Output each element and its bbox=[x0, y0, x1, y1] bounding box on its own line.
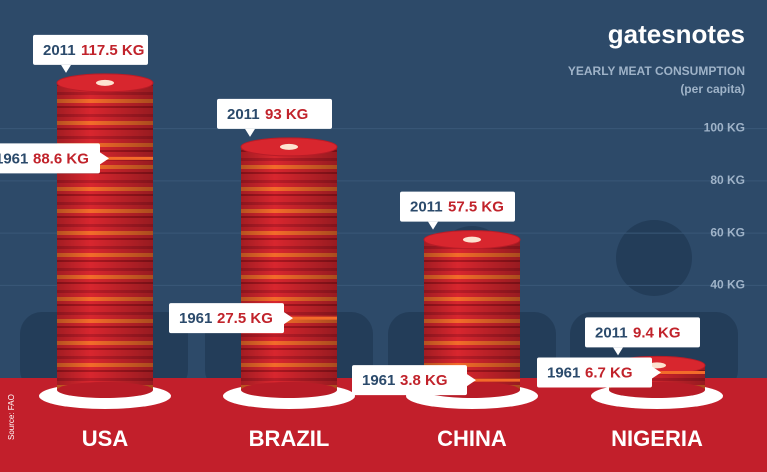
value-label: 27.5 KG bbox=[217, 310, 273, 327]
callout-pointer bbox=[467, 374, 476, 387]
callout-pointer bbox=[100, 152, 109, 165]
x-tick-label: USA bbox=[82, 426, 129, 451]
callout: 2011 57.5 KG bbox=[400, 191, 515, 230]
chart-title: YEARLY MEAT CONSUMPTION bbox=[568, 64, 745, 78]
legend-label: 1961 bbox=[179, 310, 212, 327]
legend-label: 1961 bbox=[0, 150, 28, 167]
callout-box bbox=[585, 317, 700, 348]
bar-shade bbox=[424, 239, 520, 390]
bar-top-fat bbox=[96, 79, 114, 86]
callout-box bbox=[33, 34, 148, 65]
value-label: 6.7 KG bbox=[585, 364, 633, 381]
callout-box bbox=[169, 303, 284, 334]
source: Source: FAO bbox=[7, 394, 16, 440]
bar-bottom bbox=[241, 382, 337, 398]
value-label: 117.5 KG bbox=[81, 42, 144, 59]
x-tick-label: CHINA bbox=[437, 426, 507, 451]
legend-label: 2011 bbox=[410, 199, 443, 216]
plot: USA 2011 117.5 KG 1961 88.6 KG BRAZIL 2011 93 K… bbox=[0, 34, 723, 451]
callout: 2011 93 KG bbox=[217, 98, 332, 137]
callout-box bbox=[0, 143, 100, 174]
callout-pointer bbox=[284, 312, 293, 325]
callout: 2011 9.4 KG bbox=[585, 317, 700, 356]
y-tick-label: 60 KG bbox=[710, 225, 745, 239]
bar-bottom bbox=[57, 382, 153, 398]
legend-label: 1961 bbox=[362, 372, 395, 389]
callout-pointer bbox=[245, 128, 255, 137]
value-label: 88.6 KG bbox=[33, 150, 89, 167]
x-tick-label: NIGERIA bbox=[611, 426, 703, 451]
callout: 1961 3.8 KG bbox=[352, 365, 476, 396]
value-label: 3.8 KG bbox=[400, 372, 448, 389]
value-label: 9.4 KG bbox=[633, 324, 681, 341]
bar-shade bbox=[57, 82, 153, 391]
callout: 1961 27.5 KG bbox=[169, 303, 293, 334]
x-tick-label: BRAZIL bbox=[249, 426, 330, 451]
callout-pointer bbox=[613, 347, 623, 356]
callout-pointer bbox=[428, 221, 438, 230]
y-tick-label: 100 KG bbox=[704, 121, 745, 135]
y-tick-label: 40 KG bbox=[710, 278, 745, 292]
callout-box bbox=[400, 191, 515, 222]
bar-shade bbox=[241, 146, 337, 390]
y-tick-label: 80 KG bbox=[710, 173, 745, 187]
chart-subtitle: (per capita) bbox=[680, 82, 745, 96]
value-label: 93 KG bbox=[265, 106, 308, 123]
callout-box bbox=[217, 98, 332, 129]
callout-box bbox=[537, 357, 652, 388]
bar-top-fat bbox=[463, 236, 481, 243]
callout: 1961 6.7 KG bbox=[537, 357, 661, 388]
legend-label: 1961 bbox=[547, 364, 580, 381]
brand: gatesnotes bbox=[608, 19, 745, 49]
value-label: 57.5 KG bbox=[448, 199, 504, 216]
callout-box bbox=[352, 365, 467, 396]
callout: 2011 117.5 KG bbox=[33, 34, 148, 73]
callout-pointer bbox=[61, 64, 71, 73]
callout: 1961 88.6 KG bbox=[0, 143, 109, 174]
callout-pointer bbox=[652, 366, 661, 379]
legend-label: 2011 bbox=[227, 106, 260, 123]
legend-label: 2011 bbox=[43, 42, 76, 59]
legend-label: 2011 bbox=[595, 324, 628, 341]
bar-top-fat bbox=[280, 143, 298, 150]
